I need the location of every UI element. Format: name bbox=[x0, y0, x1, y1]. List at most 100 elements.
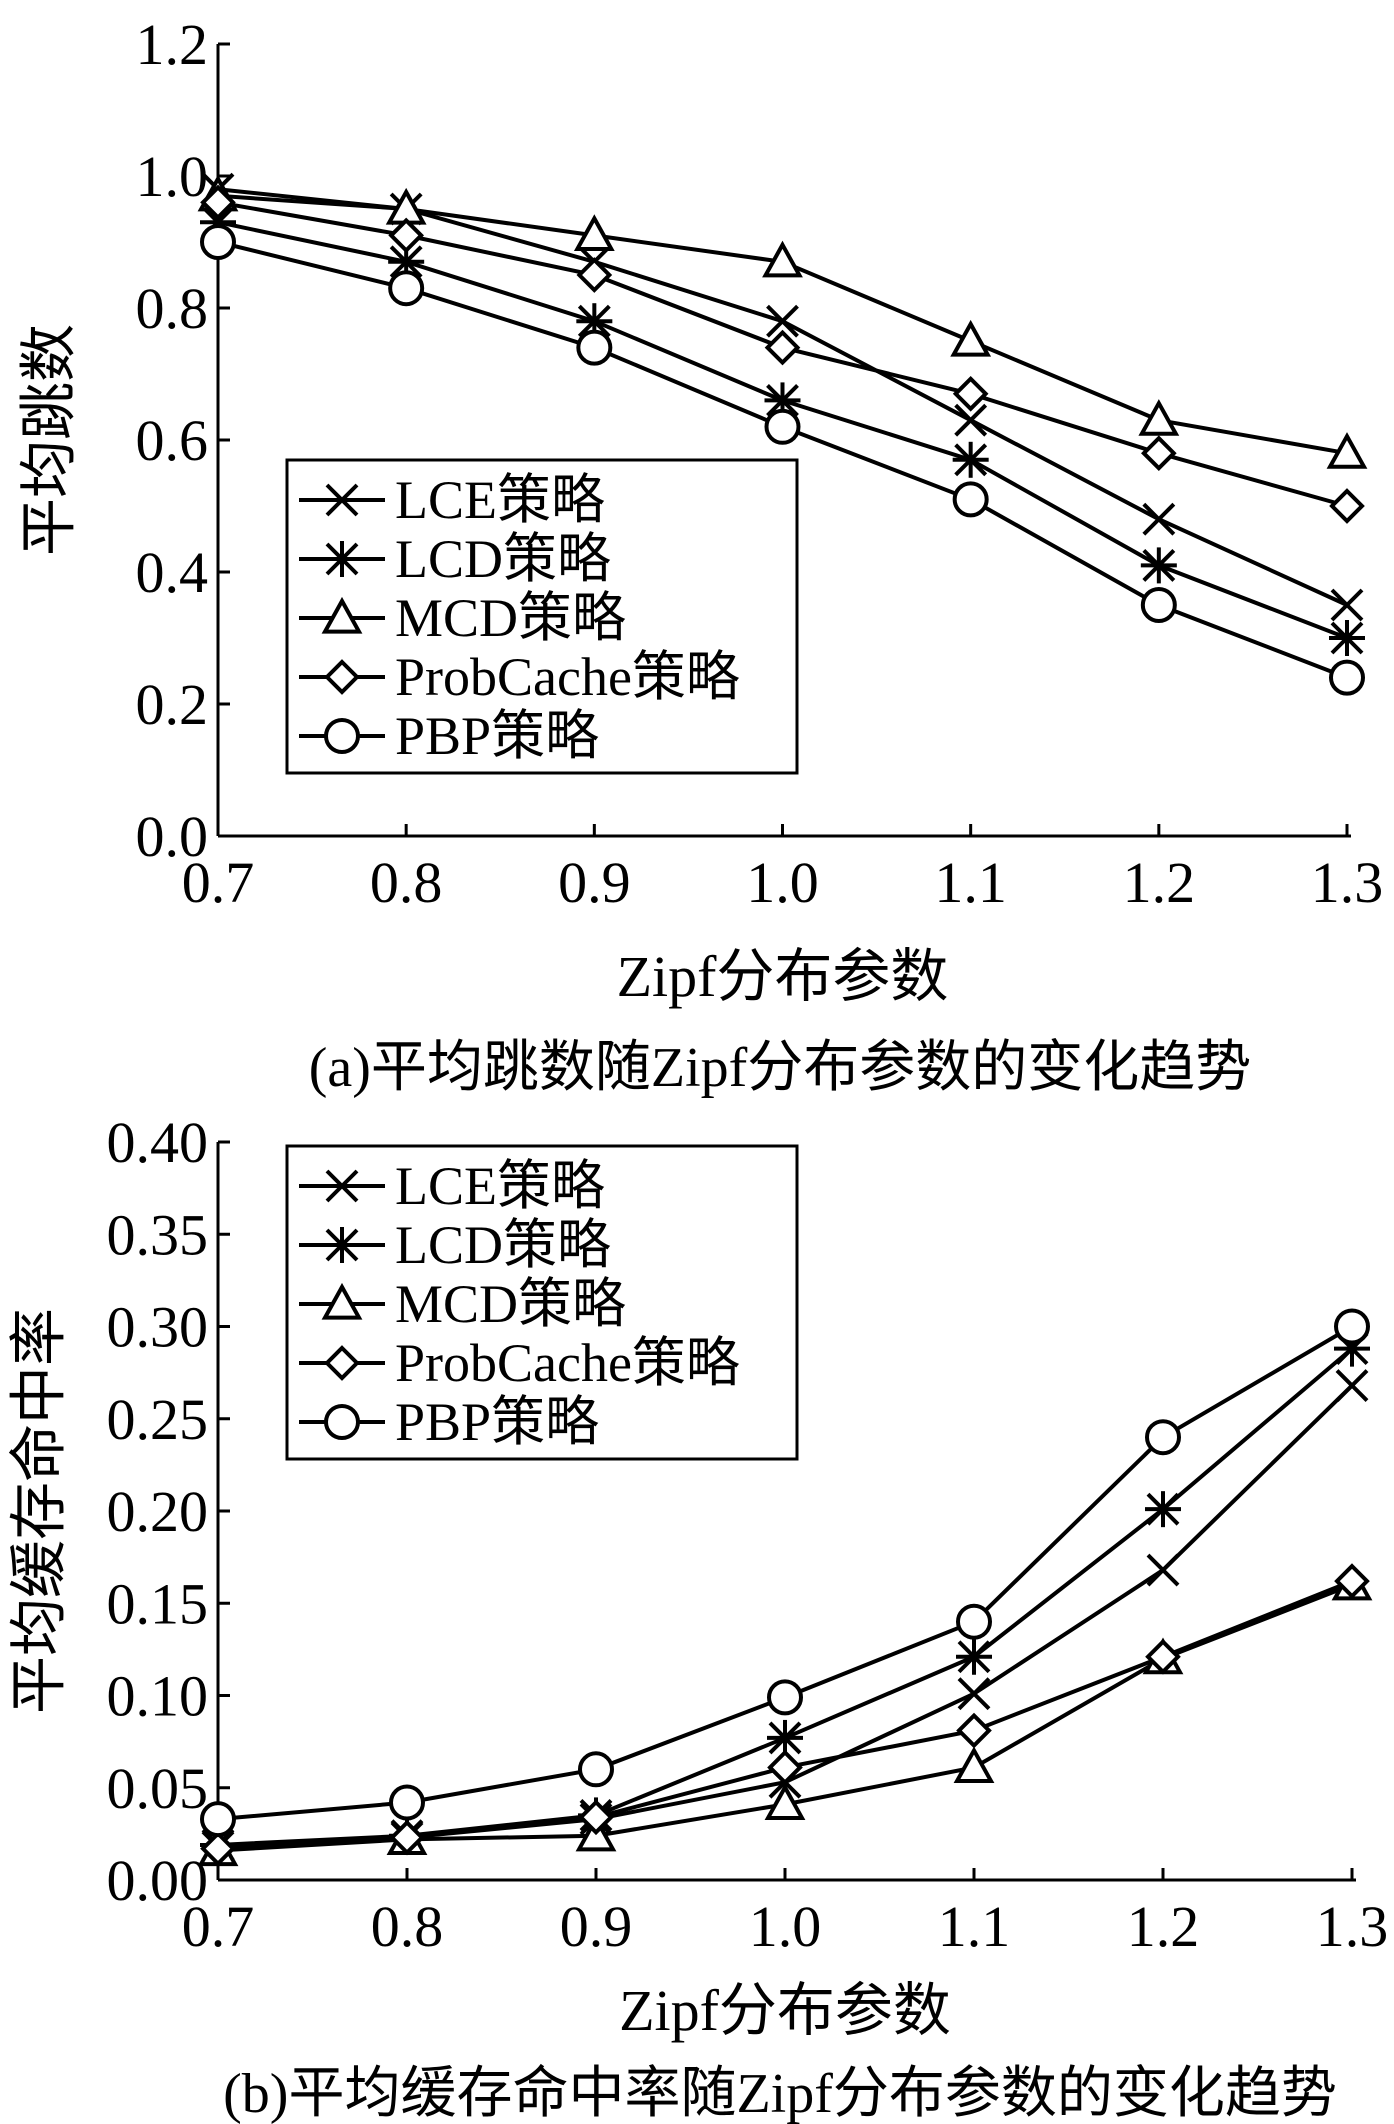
data-point bbox=[1145, 1638, 1181, 1675]
data-point bbox=[956, 1638, 992, 1675]
data-point bbox=[200, 224, 236, 260]
data-point bbox=[956, 1712, 992, 1749]
data-point bbox=[956, 1603, 992, 1640]
legend-marker bbox=[324, 541, 360, 577]
chart-b-axes bbox=[216, 1140, 1356, 1882]
legend-marker bbox=[324, 1404, 360, 1440]
data-point bbox=[764, 382, 801, 419]
legend-label: LCD策略 bbox=[395, 1215, 611, 1275]
chart-b-y-tick-labels: 0.00 0.05 0.10 0.15 0.20 0.25 0.30 0.35 0.40 bbox=[107, 1110, 209, 1913]
legend-label: MCD策略 bbox=[395, 588, 626, 648]
y-tick-label: 0.2 bbox=[136, 672, 209, 737]
y-tick-label: 0.20 bbox=[107, 1479, 209, 1544]
x-tick-label: 0.7 bbox=[182, 850, 255, 915]
series-circle bbox=[200, 224, 1365, 696]
chart-b-x-axis-label: Zipf分布参数 bbox=[619, 1978, 951, 2043]
chart-a-x-axis-label: Zipf分布参数 bbox=[617, 944, 949, 1009]
data-point bbox=[388, 270, 425, 307]
legend-label: LCE策略 bbox=[395, 1156, 605, 1216]
data-point bbox=[957, 1677, 991, 1711]
y-tick-label: 0.6 bbox=[136, 408, 209, 473]
data-point bbox=[950, 319, 992, 357]
x-tick-label: 0.8 bbox=[370, 850, 443, 915]
legend-label: PBP策略 bbox=[395, 1392, 599, 1452]
x-tick-label: 0.9 bbox=[560, 1894, 633, 1959]
data-point bbox=[953, 1746, 995, 1784]
data-point bbox=[388, 217, 424, 254]
legend-entry: LCD策略 bbox=[299, 529, 611, 589]
legend-entry: LCD策略 bbox=[299, 1215, 611, 1275]
y-tick-label: 0.35 bbox=[107, 1202, 209, 1267]
legend-entry: ProbCache策略 bbox=[299, 1333, 740, 1393]
legend-label: ProbCache策略 bbox=[395, 1333, 740, 1393]
legend-label: ProbCache策略 bbox=[395, 647, 740, 707]
chart-b: 0.00 0.05 0.10 0.15 0.20 0.25 0.30 0.35 0.40 0.7… bbox=[6, 1110, 1388, 2124]
data-point bbox=[576, 329, 613, 366]
legend-marker bbox=[325, 1169, 359, 1203]
data-point bbox=[954, 403, 988, 437]
y-tick-label: 0.4 bbox=[136, 540, 209, 605]
data-point bbox=[952, 481, 989, 518]
chart-b-y-axis-label: 平均缓存命中率 bbox=[6, 1308, 71, 1714]
y-tick-label: 0.15 bbox=[107, 1571, 209, 1636]
series-triangle bbox=[197, 1563, 1373, 1867]
x-tick-label: 1.2 bbox=[1123, 850, 1196, 915]
data-point bbox=[1145, 1491, 1181, 1528]
y-tick-label: 0.40 bbox=[107, 1110, 209, 1175]
data-point bbox=[389, 1819, 425, 1856]
data-point bbox=[576, 257, 613, 293]
data-point bbox=[1141, 435, 1177, 472]
legend-marker bbox=[324, 659, 360, 695]
chart-a-y-tick-labels: 0.0 0.2 0.4 0.6 0.8 1.0 1.2 bbox=[136, 12, 209, 869]
legend-label: MCD策略 bbox=[395, 1274, 626, 1334]
data-point bbox=[767, 1679, 803, 1716]
x-tick-label: 1.0 bbox=[749, 1894, 822, 1959]
legend-entry: LCE策略 bbox=[299, 470, 605, 530]
y-tick-label: 0.25 bbox=[107, 1387, 209, 1452]
data-point bbox=[1329, 488, 1365, 524]
y-tick-label: 1.2 bbox=[136, 12, 209, 77]
data-point bbox=[1329, 659, 1365, 696]
legend-entry: LCE策略 bbox=[299, 1156, 605, 1216]
legend-entry: MCD策略 bbox=[299, 1274, 626, 1334]
x-tick-label: 0.8 bbox=[371, 1894, 444, 1959]
series-diamond bbox=[200, 184, 1365, 524]
data-point bbox=[1138, 399, 1180, 436]
legend-marker bbox=[324, 1345, 360, 1381]
chart-b-series bbox=[197, 1308, 1373, 1867]
data-point bbox=[1326, 432, 1368, 469]
chart-a-caption: (a)平均跳数随Zipf分布参数的变化趋势 bbox=[309, 1037, 1252, 1099]
x-tick-label: 1.1 bbox=[938, 1894, 1011, 1959]
data-point bbox=[1334, 1563, 1370, 1599]
chart-b-caption: (b)平均缓存命中率随Zipf分布参数的变化趋势 bbox=[223, 2063, 1337, 2124]
legend-marker bbox=[324, 1227, 360, 1263]
data-point bbox=[1142, 502, 1176, 536]
chart-a-x-tick-labels: 0.7 0.8 0.9 1.0 1.1 1.2 1.3 bbox=[182, 850, 1384, 915]
x-tick-label: 0.9 bbox=[558, 850, 631, 915]
data-point bbox=[200, 184, 236, 221]
legend-label: LCD策略 bbox=[395, 529, 611, 589]
y-tick-label: 0.05 bbox=[107, 1756, 209, 1821]
chart-a-series bbox=[197, 172, 1368, 696]
data-point bbox=[762, 240, 803, 278]
data-point bbox=[767, 1749, 803, 1786]
data-point bbox=[1146, 1553, 1180, 1587]
data-point bbox=[200, 1830, 236, 1867]
data-point bbox=[1335, 1369, 1369, 1402]
legend-entry: PBP策略 bbox=[299, 706, 599, 766]
data-point bbox=[1140, 547, 1177, 584]
series-diamond bbox=[200, 1563, 1370, 1867]
data-point bbox=[389, 1784, 425, 1821]
x-tick-label: 1.3 bbox=[1316, 1894, 1389, 1959]
data-point bbox=[1329, 620, 1365, 656]
legend-marker bbox=[321, 596, 363, 634]
legend-label: LCE策略 bbox=[395, 470, 605, 530]
chart-a-y-axis-label: 平均跳数 bbox=[16, 324, 81, 556]
legend-label: PBP策略 bbox=[395, 706, 599, 766]
legend-marker bbox=[324, 718, 360, 754]
y-tick-label: 0.10 bbox=[107, 1664, 209, 1729]
data-point bbox=[1330, 588, 1364, 622]
